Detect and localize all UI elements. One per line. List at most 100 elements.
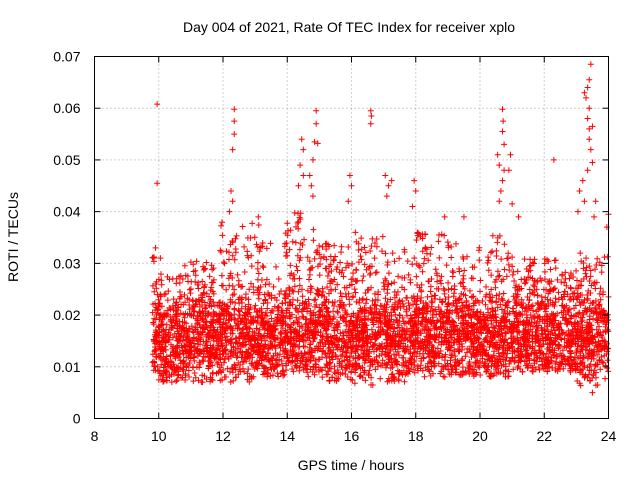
data-point — [284, 220, 291, 227]
data-point — [215, 342, 222, 349]
data-point — [235, 315, 242, 322]
data-point — [218, 331, 225, 338]
data-point — [247, 313, 254, 320]
data-point — [260, 264, 267, 271]
data-point — [281, 243, 288, 250]
data-point — [314, 140, 321, 147]
data-point — [271, 318, 278, 325]
data-point — [244, 234, 251, 241]
data-point — [295, 308, 302, 315]
data-point — [594, 255, 601, 262]
data-point — [493, 252, 500, 259]
y-tick-label: 0.04 — [53, 204, 80, 220]
data-point — [295, 182, 302, 189]
data-point — [581, 198, 588, 205]
data-point — [241, 354, 248, 361]
data-point — [499, 177, 506, 184]
data-point — [304, 334, 311, 341]
data-point — [152, 244, 159, 251]
data-point — [186, 286, 193, 293]
data-point — [263, 370, 270, 377]
data-point — [299, 293, 306, 300]
data-point — [253, 309, 260, 316]
data-point — [351, 286, 358, 293]
data-point — [239, 315, 246, 322]
data-point — [300, 172, 307, 179]
data-point — [345, 290, 352, 297]
data-point — [593, 261, 600, 268]
data-point — [243, 358, 250, 365]
data-point — [223, 248, 230, 255]
data-point — [327, 253, 334, 260]
data-point — [326, 364, 333, 371]
data-point — [160, 334, 167, 341]
data-point — [281, 294, 288, 301]
data-point — [278, 288, 285, 295]
data-point — [186, 360, 193, 367]
data-point — [236, 340, 243, 347]
data-point — [317, 255, 324, 262]
data-point — [199, 379, 206, 386]
data-point — [273, 297, 280, 304]
data-point — [190, 268, 197, 275]
data-point — [396, 255, 403, 262]
data-point — [326, 263, 333, 270]
data-point — [150, 255, 157, 262]
data-point — [331, 242, 338, 249]
data-point — [165, 288, 172, 295]
data-point — [296, 282, 303, 289]
data-point — [294, 220, 301, 227]
data-point — [253, 241, 260, 248]
data-point — [308, 312, 315, 319]
data-point — [225, 355, 232, 362]
data-point — [218, 222, 225, 229]
data-point — [284, 354, 291, 361]
data-point — [586, 136, 593, 143]
data-point — [488, 298, 495, 305]
data-point — [256, 248, 263, 255]
data-point — [173, 280, 180, 287]
data-point — [477, 288, 484, 295]
data-point — [337, 290, 344, 297]
data-point — [194, 320, 201, 327]
data-point — [174, 352, 181, 359]
data-point — [252, 302, 259, 309]
data-point — [291, 283, 298, 290]
data-point — [182, 377, 189, 384]
data-point — [518, 276, 525, 283]
data-point — [288, 352, 295, 359]
data-point — [166, 304, 173, 311]
data-point — [305, 296, 312, 303]
data-point — [308, 182, 315, 189]
data-point — [289, 343, 296, 350]
data-point — [262, 341, 269, 348]
data-point — [566, 275, 573, 282]
data-point — [269, 344, 276, 351]
data-point — [499, 106, 506, 113]
data-point — [232, 350, 239, 357]
data-point — [310, 237, 317, 244]
data-point — [246, 378, 253, 385]
data-point — [316, 304, 323, 311]
data-point — [259, 240, 266, 247]
data-point — [316, 272, 323, 279]
data-point — [170, 351, 177, 358]
data-point — [235, 371, 242, 378]
data-point — [441, 357, 448, 364]
data-point — [460, 213, 467, 220]
data-point — [245, 324, 252, 331]
data-point — [217, 299, 224, 306]
data-point — [165, 331, 172, 338]
data-point — [233, 320, 240, 327]
data-point — [589, 389, 596, 396]
data-point — [223, 286, 230, 293]
data-point — [445, 279, 452, 286]
data-point — [186, 349, 193, 356]
data-point — [157, 271, 164, 278]
data-point — [427, 283, 434, 290]
data-point — [183, 364, 190, 371]
y-tick-label: 0.05 — [53, 152, 80, 168]
data-point — [191, 369, 198, 376]
data-point — [437, 277, 444, 284]
